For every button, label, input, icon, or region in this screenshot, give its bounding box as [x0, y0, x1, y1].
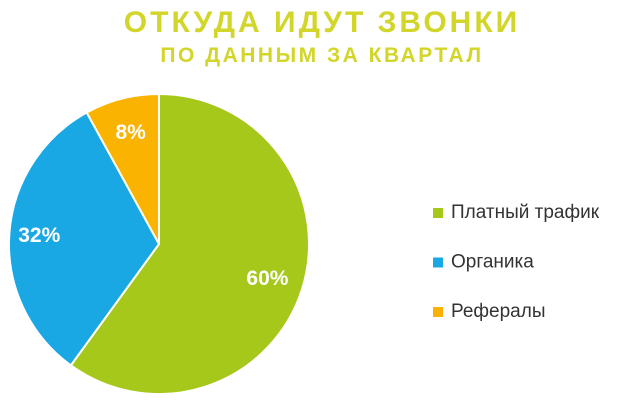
data-label: 8%: [115, 121, 146, 144]
legend-label: Органика: [451, 252, 534, 273]
legend-swatch: [433, 307, 443, 317]
data-label: 32%: [18, 224, 60, 247]
pie-slice: [69, 92, 310, 395]
legend-label: Рефералы: [451, 301, 545, 322]
legend-swatch: [433, 257, 443, 268]
legend-swatch: [433, 208, 443, 218]
chart-title: ОТКУДА ИДУТ ЗВОНКИ: [124, 6, 520, 39]
pie-slice: [85, 92, 160, 245]
legend-label: Платный трафик: [451, 202, 600, 223]
pie-slice: [8, 111, 161, 367]
chart-subtitle: ПО ДАННЫМ ЗА КВАРТАЛ: [160, 44, 483, 67]
data-label: 60%: [246, 267, 288, 290]
